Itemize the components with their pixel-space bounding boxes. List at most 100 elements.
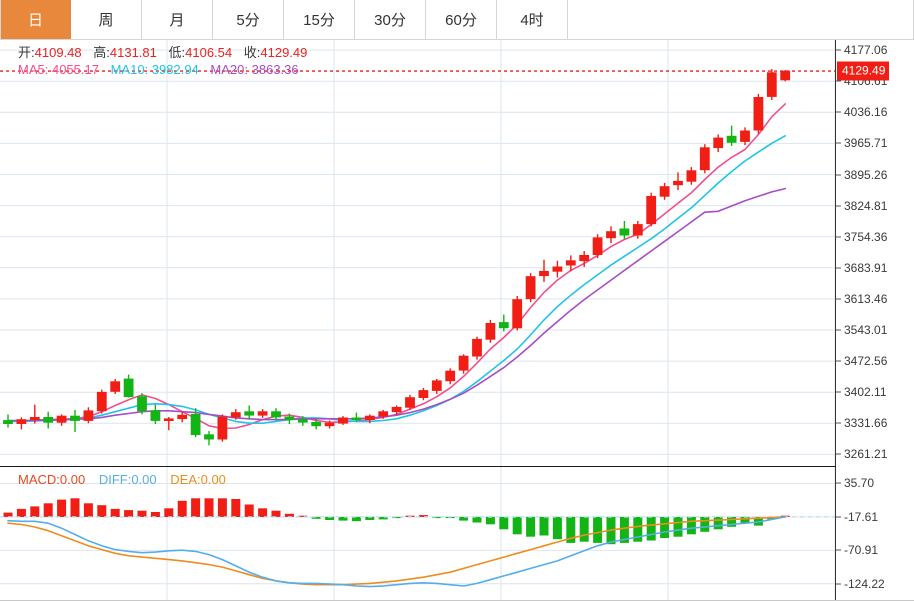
macd-bar	[378, 516, 388, 520]
macd-axis-label: -124.22	[844, 576, 885, 591]
candle	[284, 413, 295, 425]
macd-bar	[459, 516, 469, 521]
tab-label: 月	[169, 12, 185, 29]
candle	[780, 70, 791, 82]
candle	[552, 260, 563, 278]
candle	[472, 336, 482, 360]
macd-bar	[164, 508, 174, 517]
macd-bar	[325, 516, 335, 520]
tab-2[interactable]: 月	[142, 0, 213, 39]
low-value: 4106.54	[185, 45, 233, 60]
macd-bar	[30, 506, 40, 517]
tab-4[interactable]: 15分	[284, 0, 355, 39]
macd-bar	[284, 513, 294, 517]
price-axis-label: 3543.01	[844, 323, 888, 338]
macd-bar	[137, 510, 147, 517]
candle	[110, 379, 121, 394]
macd-bar	[70, 498, 80, 517]
candle	[3, 414, 13, 428]
macd-bar	[177, 500, 187, 517]
dea-value: 0.00	[200, 472, 226, 487]
price-axis-label: 3754.36	[844, 229, 888, 244]
candle	[606, 226, 616, 244]
dea-line	[7, 516, 787, 586]
candle	[565, 255, 576, 272]
ma5-value: 4055.17	[51, 62, 99, 77]
axis-tick	[836, 549, 841, 551]
macd-chart-panel[interactable]	[0, 467, 836, 600]
axis-tick	[836, 482, 841, 484]
tab-6[interactable]: 60分	[426, 0, 497, 39]
macd-bar	[566, 516, 576, 543]
price-axis-label: 3613.46	[844, 291, 888, 306]
candle	[150, 404, 161, 425]
candle	[29, 404, 40, 424]
price-axis-label: 3402.11	[844, 385, 887, 400]
macd-bar	[619, 516, 629, 543]
dea-label: DEA:	[170, 472, 201, 487]
price-axis-label: 3824.81	[844, 198, 888, 213]
panel-divider	[0, 466, 836, 467]
axis-tick	[836, 298, 841, 300]
price-chart-panel[interactable]	[0, 40, 836, 466]
tab-7[interactable]: 4时	[497, 0, 568, 39]
axis-tick	[836, 583, 841, 585]
ma10-label: MA10:	[110, 62, 149, 77]
macd-bar	[392, 516, 402, 519]
candle	[324, 420, 335, 429]
candle	[659, 183, 670, 200]
macd-bar	[271, 510, 281, 517]
macd-value: 0.00	[59, 472, 86, 487]
macd-bar	[727, 516, 737, 527]
ma20-label: MA20:	[210, 62, 248, 77]
candle	[378, 409, 389, 419]
axis-tick	[836, 111, 841, 113]
macd-axis-label: 35.70	[844, 476, 875, 491]
high-label: 高:	[93, 45, 110, 60]
price-axis-label: 3895.26	[844, 167, 888, 182]
candle	[16, 417, 27, 430]
macd-bar	[124, 510, 134, 517]
open-value: 4109.48	[34, 45, 82, 60]
ma-row: MA5: 4055.17 MA10: 3982.94 MA20: 3863.36	[18, 61, 307, 78]
candle	[485, 319, 496, 343]
macd-chart-svg	[0, 467, 835, 600]
macd-axis-label: -17.61	[844, 509, 879, 524]
axis-tick	[836, 360, 841, 362]
candle	[445, 368, 456, 385]
candle	[525, 273, 536, 303]
candle	[391, 405, 402, 416]
macd-bar	[351, 516, 361, 522]
axis-tick	[836, 142, 841, 144]
tab-3[interactable]: 5分	[213, 0, 284, 39]
candle	[204, 431, 214, 446]
price-axis-label: 3331.66	[844, 416, 888, 431]
price-axis-label: 3683.91	[844, 260, 888, 275]
axis-tick	[836, 516, 841, 518]
candle	[311, 418, 322, 430]
macd-bar	[298, 515, 308, 517]
diff-value: 0.00	[131, 472, 157, 487]
candle	[498, 314, 509, 332]
price-axis-label: 4036.16	[844, 105, 888, 120]
axis-tick	[836, 236, 841, 238]
tab-5[interactable]: 30分	[355, 0, 426, 39]
candle	[297, 416, 308, 426]
tab-1[interactable]: 周	[71, 0, 142, 39]
macd-bar	[365, 516, 375, 520]
candle	[338, 416, 348, 425]
tab-0[interactable]: 日	[0, 0, 71, 39]
candle	[646, 192, 657, 227]
macd-bar	[700, 516, 710, 532]
candle	[418, 387, 429, 401]
macd-bar	[686, 516, 696, 535]
macd-bar	[593, 516, 603, 543]
macd-bar	[552, 516, 562, 540]
macd-label: MACD:	[18, 472, 60, 487]
ma20-value: 3863.36	[251, 62, 299, 77]
high-value: 4131.81	[109, 45, 157, 60]
macd-bar	[231, 499, 241, 517]
macd-bar	[713, 516, 723, 530]
candle	[190, 408, 201, 438]
